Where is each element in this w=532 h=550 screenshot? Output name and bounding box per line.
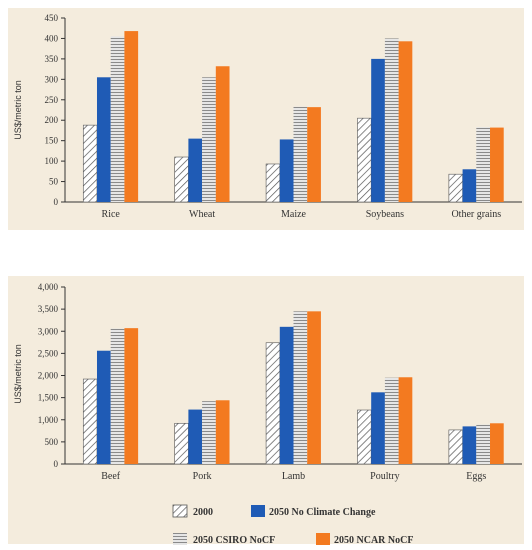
legend-swatch-2000 <box>172 504 188 518</box>
bar <box>96 77 111 202</box>
y-tick-label: 350 <box>45 54 59 64</box>
bar <box>215 66 230 202</box>
bar <box>384 377 399 464</box>
y-tick-label: 2,500 <box>38 348 59 358</box>
bar <box>293 106 308 202</box>
y-tick-label: 3,000 <box>38 326 59 336</box>
bar <box>110 328 125 464</box>
y-tick-label: 4,000 <box>38 282 59 292</box>
x-category-label: Beef <box>101 471 121 482</box>
y-tick-label: 150 <box>45 136 59 146</box>
bar <box>462 426 477 464</box>
bar <box>202 77 216 202</box>
bar <box>188 409 203 464</box>
bar <box>293 311 308 464</box>
bar <box>188 138 203 202</box>
bar <box>265 342 281 465</box>
y-tick-label: 3,500 <box>38 304 59 314</box>
y-tick-label: 1,500 <box>38 393 59 403</box>
bar <box>124 31 139 203</box>
bar <box>476 127 491 202</box>
bar <box>265 163 281 203</box>
bar <box>174 422 189 465</box>
bar <box>279 326 294 464</box>
bar <box>279 139 294 202</box>
x-category-label: Lamb <box>282 471 305 482</box>
bottom-y-axis-label: US$/metric ton <box>13 344 23 404</box>
bar <box>384 38 399 202</box>
bar <box>82 124 98 203</box>
bar <box>357 117 372 203</box>
bar <box>476 424 491 464</box>
y-tick-label: 450 <box>45 13 59 23</box>
x-category-label: Rice <box>102 209 121 220</box>
bar <box>357 409 372 465</box>
y-tick-label: 100 <box>45 156 59 166</box>
bar <box>202 401 216 464</box>
y-tick-label: 0 <box>54 197 59 207</box>
bar <box>110 36 125 203</box>
grain-prices-chart: 0 50 100 150 200 250 300 350 400 450 Rice Wheat Maiz… <box>45 13 522 220</box>
y-tick-label: 400 <box>45 33 59 43</box>
bar <box>124 328 139 464</box>
top-y-axis-label: US$/metric ton <box>13 80 23 140</box>
y-tick-label: 200 <box>45 115 59 125</box>
bar <box>371 392 385 464</box>
x-category-label: Eggs <box>466 471 486 482</box>
bar <box>215 400 230 464</box>
bar <box>462 169 477 202</box>
bar <box>96 350 111 464</box>
x-category-label: Soybeans <box>366 209 404 220</box>
legend-label-no-climate-change: 2050 No Climate Change <box>269 507 376 518</box>
bar <box>448 429 463 465</box>
bar <box>398 41 413 202</box>
y-tick-label: 250 <box>45 95 59 105</box>
x-category-label: Wheat <box>189 209 215 220</box>
bar <box>490 127 504 202</box>
bar <box>307 107 321 202</box>
y-tick-label: 500 <box>45 437 59 447</box>
bar <box>307 311 321 464</box>
bar <box>174 156 189 203</box>
x-category-label: Pork <box>193 471 212 482</box>
legend-swatch-no-climate-change <box>251 505 265 517</box>
x-category-label: Poultry <box>370 471 399 482</box>
bar <box>398 377 413 464</box>
bar <box>371 58 385 203</box>
x-category-label: Maize <box>281 209 307 220</box>
meat-prices-chart: 0 500 1,000 1,500 2,000 2,500 3,000 3,500 4,000 B… <box>38 282 522 482</box>
y-tick-label: 1,000 <box>38 415 59 425</box>
y-tick-label: 0 <box>54 459 59 469</box>
y-tick-label: 2,000 <box>38 371 59 381</box>
legend-label-ncar: 2050 NCAR NoCF <box>334 535 413 546</box>
legend-label-2000: 2000 <box>193 507 213 518</box>
legend-swatch-ncar <box>316 533 330 545</box>
bar <box>448 173 463 203</box>
y-tick-label: 50 <box>49 177 59 187</box>
legend: 2000 2050 No Climate Change 2050 CSIRO N… <box>172 504 413 546</box>
bar <box>490 423 504 464</box>
legend-label-csiro: 2050 CSIRO NoCF <box>193 535 275 546</box>
y-tick-label: 300 <box>45 74 59 84</box>
x-category-label: Other grains <box>451 209 501 220</box>
legend-swatch-csiro <box>173 533 187 545</box>
bar <box>82 378 98 465</box>
